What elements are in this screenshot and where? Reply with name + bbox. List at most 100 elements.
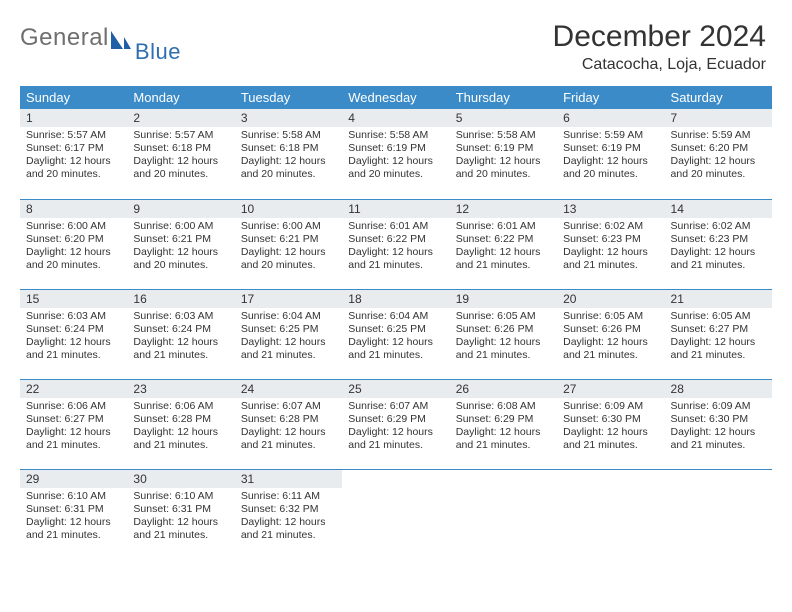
daylight-line: Daylight: 12 hours and 21 minutes. bbox=[133, 516, 228, 542]
day-details: Sunrise: 6:07 AMSunset: 6:28 PMDaylight:… bbox=[235, 398, 342, 454]
daylight-line: Daylight: 12 hours and 20 minutes. bbox=[133, 246, 228, 272]
sunrise-line: Sunrise: 5:59 AM bbox=[563, 129, 658, 142]
day-details: Sunrise: 6:09 AMSunset: 6:30 PMDaylight:… bbox=[665, 398, 772, 454]
calendar-cell: 10Sunrise: 6:00 AMSunset: 6:21 PMDayligh… bbox=[235, 199, 342, 289]
day-details: Sunrise: 6:00 AMSunset: 6:20 PMDaylight:… bbox=[20, 218, 127, 274]
calendar-cell: 18Sunrise: 6:04 AMSunset: 6:25 PMDayligh… bbox=[342, 289, 449, 379]
sunset-line: Sunset: 6:19 PM bbox=[456, 142, 551, 155]
day-number: 25 bbox=[342, 379, 449, 398]
day-details: Sunrise: 6:05 AMSunset: 6:26 PMDaylight:… bbox=[557, 308, 664, 364]
sunrise-line: Sunrise: 6:06 AM bbox=[26, 400, 121, 413]
day-number: 13 bbox=[557, 199, 664, 218]
page-title: December 2024 bbox=[553, 18, 766, 54]
sunset-line: Sunset: 6:20 PM bbox=[26, 233, 121, 246]
calendar-table: Sunday Monday Tuesday Wednesday Thursday… bbox=[20, 86, 772, 559]
day-number: 14 bbox=[665, 199, 772, 218]
day-number: 21 bbox=[665, 289, 772, 308]
calendar-cell: 5Sunrise: 5:58 AMSunset: 6:19 PMDaylight… bbox=[450, 109, 557, 199]
day-details: Sunrise: 6:08 AMSunset: 6:29 PMDaylight:… bbox=[450, 398, 557, 454]
calendar-cell: 14Sunrise: 6:02 AMSunset: 6:23 PMDayligh… bbox=[665, 199, 772, 289]
day-details: Sunrise: 6:02 AMSunset: 6:23 PMDaylight:… bbox=[557, 218, 664, 274]
calendar-row: 29Sunrise: 6:10 AMSunset: 6:31 PMDayligh… bbox=[20, 469, 772, 559]
day-details: Sunrise: 6:06 AMSunset: 6:28 PMDaylight:… bbox=[127, 398, 234, 454]
daylight-line: Daylight: 12 hours and 21 minutes. bbox=[348, 246, 443, 272]
day-number: 9 bbox=[127, 199, 234, 218]
sunset-line: Sunset: 6:19 PM bbox=[563, 142, 658, 155]
sunrise-line: Sunrise: 6:08 AM bbox=[456, 400, 551, 413]
day-number: 6 bbox=[557, 109, 664, 127]
sunrise-line: Sunrise: 6:00 AM bbox=[241, 220, 336, 233]
weekday-header: Saturday bbox=[665, 86, 772, 109]
sunset-line: Sunset: 6:24 PM bbox=[133, 323, 228, 336]
sunset-line: Sunset: 6:19 PM bbox=[348, 142, 443, 155]
weekday-header-row: Sunday Monday Tuesday Wednesday Thursday… bbox=[20, 86, 772, 109]
day-number: 8 bbox=[20, 199, 127, 218]
daylight-line: Daylight: 12 hours and 20 minutes. bbox=[456, 155, 551, 181]
day-details: Sunrise: 6:10 AMSunset: 6:31 PMDaylight:… bbox=[127, 488, 234, 544]
calendar-cell: 19Sunrise: 6:05 AMSunset: 6:26 PMDayligh… bbox=[450, 289, 557, 379]
sunrise-line: Sunrise: 6:03 AM bbox=[26, 310, 121, 323]
sunset-line: Sunset: 6:28 PM bbox=[133, 413, 228, 426]
daylight-line: Daylight: 12 hours and 21 minutes. bbox=[133, 336, 228, 362]
calendar-cell: 8Sunrise: 6:00 AMSunset: 6:20 PMDaylight… bbox=[20, 199, 127, 289]
day-number: 19 bbox=[450, 289, 557, 308]
daylight-line: Daylight: 12 hours and 20 minutes. bbox=[241, 155, 336, 181]
day-number: 11 bbox=[342, 199, 449, 218]
sunrise-line: Sunrise: 6:01 AM bbox=[456, 220, 551, 233]
calendar-cell bbox=[450, 469, 557, 559]
day-number: 4 bbox=[342, 109, 449, 127]
day-details: Sunrise: 6:10 AMSunset: 6:31 PMDaylight:… bbox=[20, 488, 127, 544]
day-number: 3 bbox=[235, 109, 342, 127]
day-details: Sunrise: 6:05 AMSunset: 6:27 PMDaylight:… bbox=[665, 308, 772, 364]
sunset-line: Sunset: 6:30 PM bbox=[563, 413, 658, 426]
calendar-cell: 6 Sunrise: 5:59 AMSunset: 6:19 PMDaylight… bbox=[557, 109, 664, 199]
weekday-header: Thursday bbox=[450, 86, 557, 109]
sunset-line: Sunset: 6:22 PM bbox=[348, 233, 443, 246]
sunset-line: Sunset: 6:25 PM bbox=[348, 323, 443, 336]
calendar-row: 8Sunrise: 6:00 AMSunset: 6:20 PMDaylight… bbox=[20, 199, 772, 289]
calendar-cell bbox=[342, 469, 449, 559]
daylight-line: Daylight: 12 hours and 21 minutes. bbox=[563, 336, 658, 362]
sunrise-line: Sunrise: 6:05 AM bbox=[456, 310, 551, 323]
calendar-cell: 28Sunrise: 6:09 AMSunset: 6:30 PMDayligh… bbox=[665, 379, 772, 469]
sunset-line: Sunset: 6:26 PM bbox=[456, 323, 551, 336]
sunrise-line: Sunrise: 6:09 AM bbox=[671, 400, 766, 413]
daylight-line: Daylight: 12 hours and 20 minutes. bbox=[348, 155, 443, 181]
calendar-row: 1Sunrise: 5:57 AMSunset: 6:17 PMDaylight… bbox=[20, 109, 772, 199]
day-number: 20 bbox=[557, 289, 664, 308]
calendar-cell: 3Sunrise: 5:58 AMSunset: 6:18 PMDaylight… bbox=[235, 109, 342, 199]
page-header: General Blue December 2024 Catacocha, Lo… bbox=[20, 18, 772, 82]
sunset-line: Sunset: 6:22 PM bbox=[456, 233, 551, 246]
daylight-line: Daylight: 12 hours and 20 minutes. bbox=[133, 155, 228, 181]
daylight-line: Daylight: 12 hours and 21 minutes. bbox=[348, 426, 443, 452]
calendar-cell: 13Sunrise: 6:02 AMSunset: 6:23 PMDayligh… bbox=[557, 199, 664, 289]
day-number: 2 bbox=[127, 109, 234, 127]
weekday-header: Tuesday bbox=[235, 86, 342, 109]
day-details: Sunrise: 6:06 AMSunset: 6:27 PMDaylight:… bbox=[20, 398, 127, 454]
day-details: Sunrise: 6:01 AMSunset: 6:22 PMDaylight:… bbox=[342, 218, 449, 274]
daylight-line: Daylight: 12 hours and 21 minutes. bbox=[348, 336, 443, 362]
sunrise-line: Sunrise: 6:00 AM bbox=[133, 220, 228, 233]
sunrise-line: Sunrise: 5:58 AM bbox=[456, 129, 551, 142]
daylight-line: Daylight: 12 hours and 21 minutes. bbox=[26, 426, 121, 452]
day-number: 28 bbox=[665, 379, 772, 398]
sunrise-line: Sunrise: 5:58 AM bbox=[241, 129, 336, 142]
sunset-line: Sunset: 6:29 PM bbox=[348, 413, 443, 426]
sunrise-line: Sunrise: 5:57 AM bbox=[26, 129, 121, 142]
daylight-line: Daylight: 12 hours and 20 minutes. bbox=[563, 155, 658, 181]
day-number: 27 bbox=[557, 379, 664, 398]
calendar-cell: 23Sunrise: 6:06 AMSunset: 6:28 PMDayligh… bbox=[127, 379, 234, 469]
sunset-line: Sunset: 6:21 PM bbox=[133, 233, 228, 246]
logo-text-general: General bbox=[20, 24, 109, 52]
daylight-line: Daylight: 12 hours and 20 minutes. bbox=[671, 155, 766, 181]
calendar-cell: 15Sunrise: 6:03 AMSunset: 6:24 PMDayligh… bbox=[20, 289, 127, 379]
calendar-cell: 31Sunrise: 6:11 AMSunset: 6:32 PMDayligh… bbox=[235, 469, 342, 559]
sunset-line: Sunset: 6:24 PM bbox=[26, 323, 121, 336]
day-number: 15 bbox=[20, 289, 127, 308]
logo: General Blue bbox=[20, 18, 181, 52]
weekday-header: Friday bbox=[557, 86, 664, 109]
daylight-line: Daylight: 12 hours and 21 minutes. bbox=[241, 516, 336, 542]
calendar-cell: 25Sunrise: 6:07 AMSunset: 6:29 PMDayligh… bbox=[342, 379, 449, 469]
calendar-cell: 2Sunrise: 5:57 AMSunset: 6:18 PMDaylight… bbox=[127, 109, 234, 199]
daylight-line: Daylight: 12 hours and 21 minutes. bbox=[26, 516, 121, 542]
